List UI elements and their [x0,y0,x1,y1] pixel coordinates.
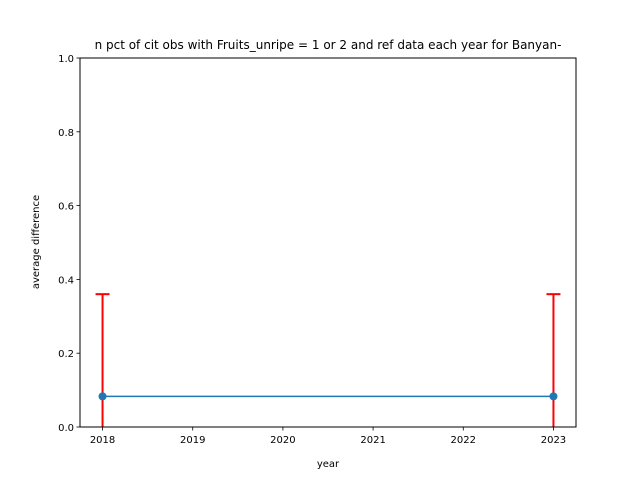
x-axis-label: year [317,459,340,470]
x-tick-label: 2023 [541,435,566,446]
x-axis-ticks: 2018 2019 2020 2021 2022 2023 [90,427,566,446]
x-tick-label: 2022 [451,435,476,446]
y-axis-ticks: 0.0 0.2 0.4 0.6 0.8 1.0 [58,54,80,434]
y-tick-label: 0.4 [58,275,74,286]
x-tick-label: 2018 [90,435,115,446]
plot-marks [95,293,561,427]
y-tick-label: 1.0 [58,54,74,65]
x-tick-label: 2020 [270,435,295,446]
y-tick-label: 0.0 [58,423,74,434]
x-tick-label: 2019 [180,435,205,446]
x-tick-label: 2021 [360,435,385,446]
y-tick-label: 0.8 [58,128,74,139]
data-point [549,392,558,401]
y-tick-label: 0.2 [58,349,74,360]
y-axis-label: average difference [31,195,42,289]
data-point [98,392,107,401]
plot-frame [79,57,577,428]
chart-title: n pct of cit obs with Fruits_unripe = 1 … [95,38,562,52]
y-tick-label: 0.6 [58,202,74,213]
